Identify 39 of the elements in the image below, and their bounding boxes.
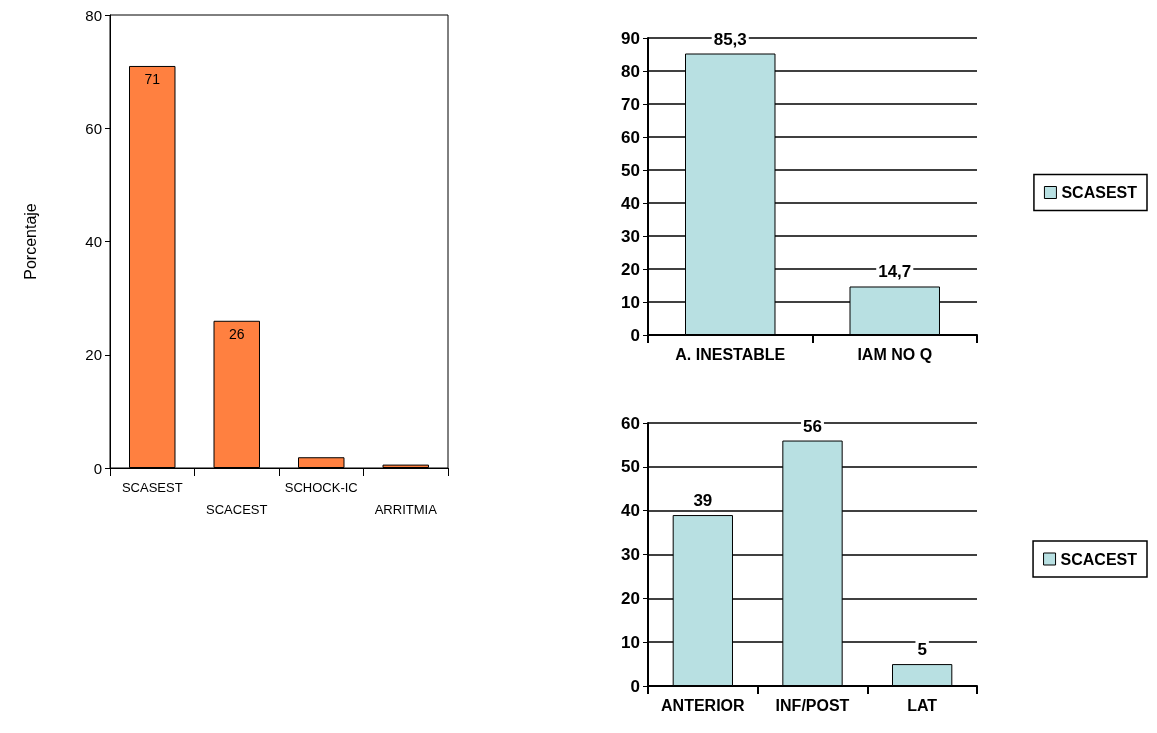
- y-tick-label: 40: [85, 233, 102, 250]
- y-tick-label: 0: [630, 676, 640, 696]
- y-tick-label: 80: [621, 61, 640, 81]
- x-tick-label: SCHOCK-IC: [284, 479, 358, 495]
- y-tick-label: 80: [85, 6, 102, 24]
- y-tick-label: 70: [621, 94, 640, 114]
- x-tick-label: ARRITMIA: [374, 501, 438, 517]
- data-label: 26: [228, 325, 245, 342]
- data-label: 56: [803, 416, 822, 436]
- x-tick-label: ANTERIOR: [661, 696, 746, 714]
- data-label: 5: [917, 640, 927, 660]
- legend-label: SCACEST: [1060, 550, 1138, 568]
- x-tick-label: INF/POST: [775, 696, 850, 714]
- y-tick-label: 20: [621, 588, 640, 608]
- y-tick-label: 30: [621, 545, 640, 564]
- data-label: 85,3: [713, 29, 747, 49]
- y-tick-label: 20: [85, 346, 102, 364]
- x-tick-label: IAM NO Q: [857, 345, 933, 363]
- y-tick-label: 40: [621, 501, 640, 521]
- y-tick-label: 0: [93, 459, 102, 477]
- data-label: 71: [144, 70, 161, 87]
- data-label: 39: [693, 491, 713, 511]
- data-label: 14,7: [878, 262, 912, 282]
- y-tick-label: 30: [621, 226, 640, 246]
- y-tick-label: 60: [621, 413, 640, 433]
- y-tick-label: 60: [621, 127, 640, 147]
- y-tick-label: 0: [630, 325, 640, 345]
- y-tick-label: 10: [621, 632, 640, 652]
- y-tick-label: 90: [621, 28, 640, 48]
- y-axis-title: Porcentaje: [21, 203, 39, 280]
- y-tick-label: 60: [85, 119, 102, 137]
- x-tick-label: A. INESTABLE: [675, 345, 786, 363]
- y-tick-label: 50: [621, 160, 640, 180]
- y-tick-label: 40: [621, 193, 640, 213]
- x-tick-label: LAT: [907, 696, 938, 714]
- y-tick-label: 10: [621, 292, 640, 312]
- legend-label: SCASEST: [1061, 184, 1138, 201]
- y-tick-label: 50: [621, 457, 640, 477]
- y-tick-label: 20: [621, 259, 640, 279]
